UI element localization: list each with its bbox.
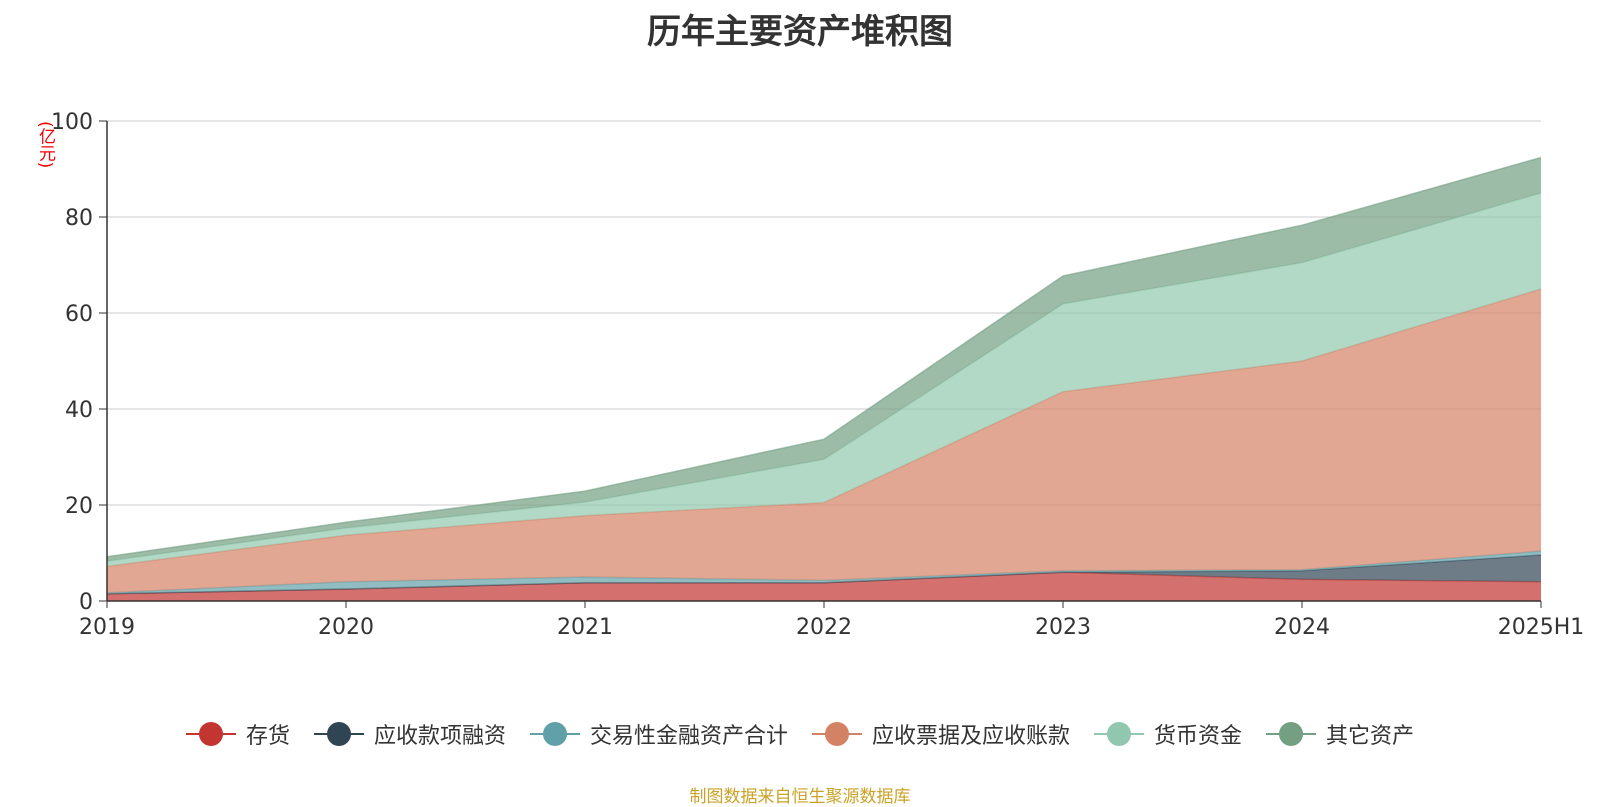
series-area-4 [107, 193, 1541, 567]
series-area-0 [107, 572, 1541, 601]
series-area-5 [107, 157, 1541, 562]
y-tick-label: 0 [79, 590, 93, 615]
y-tick-label: 80 [65, 206, 93, 231]
legend-marker-icon [1094, 721, 1145, 747]
x-tick-label: 2022 [796, 615, 852, 640]
legend-marker-icon [812, 721, 862, 747]
source-note: 制图数据来自恒生聚源数据库 [689, 787, 911, 807]
series-area-1 [107, 554, 1541, 594]
legend-marker-icon [529, 721, 580, 747]
y-tick-label: 40 [65, 398, 93, 423]
legend-label: 应收款项融资 [373, 724, 506, 749]
x-tick-label: 2025H1 [1498, 615, 1585, 640]
y-tick-label: 100 [51, 110, 93, 135]
legend-label: 其它资产 [1326, 724, 1415, 749]
x-tick-label: 2023 [1035, 615, 1091, 640]
y-axis-unit: (亿元) [35, 121, 55, 169]
x-tick-label: 2021 [557, 615, 613, 640]
legend-item[interactable]: 应收票据及应收账款 [812, 718, 1070, 750]
legend-item[interactable]: 存货 [185, 718, 290, 750]
series-area-2 [107, 551, 1541, 594]
legend-marker-icon [185, 721, 236, 747]
y-tick-label: 20 [65, 494, 93, 519]
legend-item[interactable]: 货币资金 [1094, 718, 1242, 750]
y-tick-label: 60 [65, 302, 93, 327]
legend-label: 存货 [245, 724, 290, 749]
legend-item[interactable]: 交易性金融资产合计 [529, 718, 788, 750]
x-tick-label: 2020 [318, 615, 374, 640]
legend: 存货 应收款项融资 交易性金融资产合计 应收票据及应收账款 货币资金 其它资产 [0, 718, 1600, 750]
legend-item[interactable]: 应收款项融资 [313, 718, 506, 750]
legend-label: 货币资金 [1154, 724, 1243, 749]
x-tick-label: 2024 [1274, 615, 1330, 640]
series-line-5 [106, 156, 1542, 558]
legend-marker-icon [313, 721, 364, 747]
chart-title: 历年主要资产堆积图 [647, 12, 953, 52]
series-area-3 [107, 289, 1541, 593]
legend-label: 应收票据及应收账款 [872, 724, 1071, 749]
legend-marker-icon [1266, 721, 1317, 747]
legend-item[interactable]: 其它资产 [1266, 718, 1414, 750]
legend-label: 交易性金融资产合计 [589, 724, 788, 749]
x-tick-label: 2019 [79, 615, 135, 640]
